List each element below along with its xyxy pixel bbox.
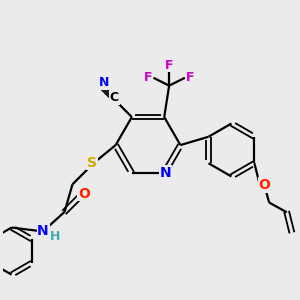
Text: N: N — [37, 224, 49, 239]
Text: N: N — [159, 166, 171, 180]
Text: N: N — [98, 76, 109, 89]
Text: F: F — [165, 58, 173, 71]
Text: F: F — [144, 71, 153, 84]
Text: S: S — [87, 156, 97, 170]
Text: F: F — [185, 71, 194, 84]
Text: O: O — [78, 187, 90, 201]
Text: H: H — [50, 230, 60, 243]
Text: C: C — [110, 91, 119, 104]
Text: O: O — [258, 178, 270, 192]
